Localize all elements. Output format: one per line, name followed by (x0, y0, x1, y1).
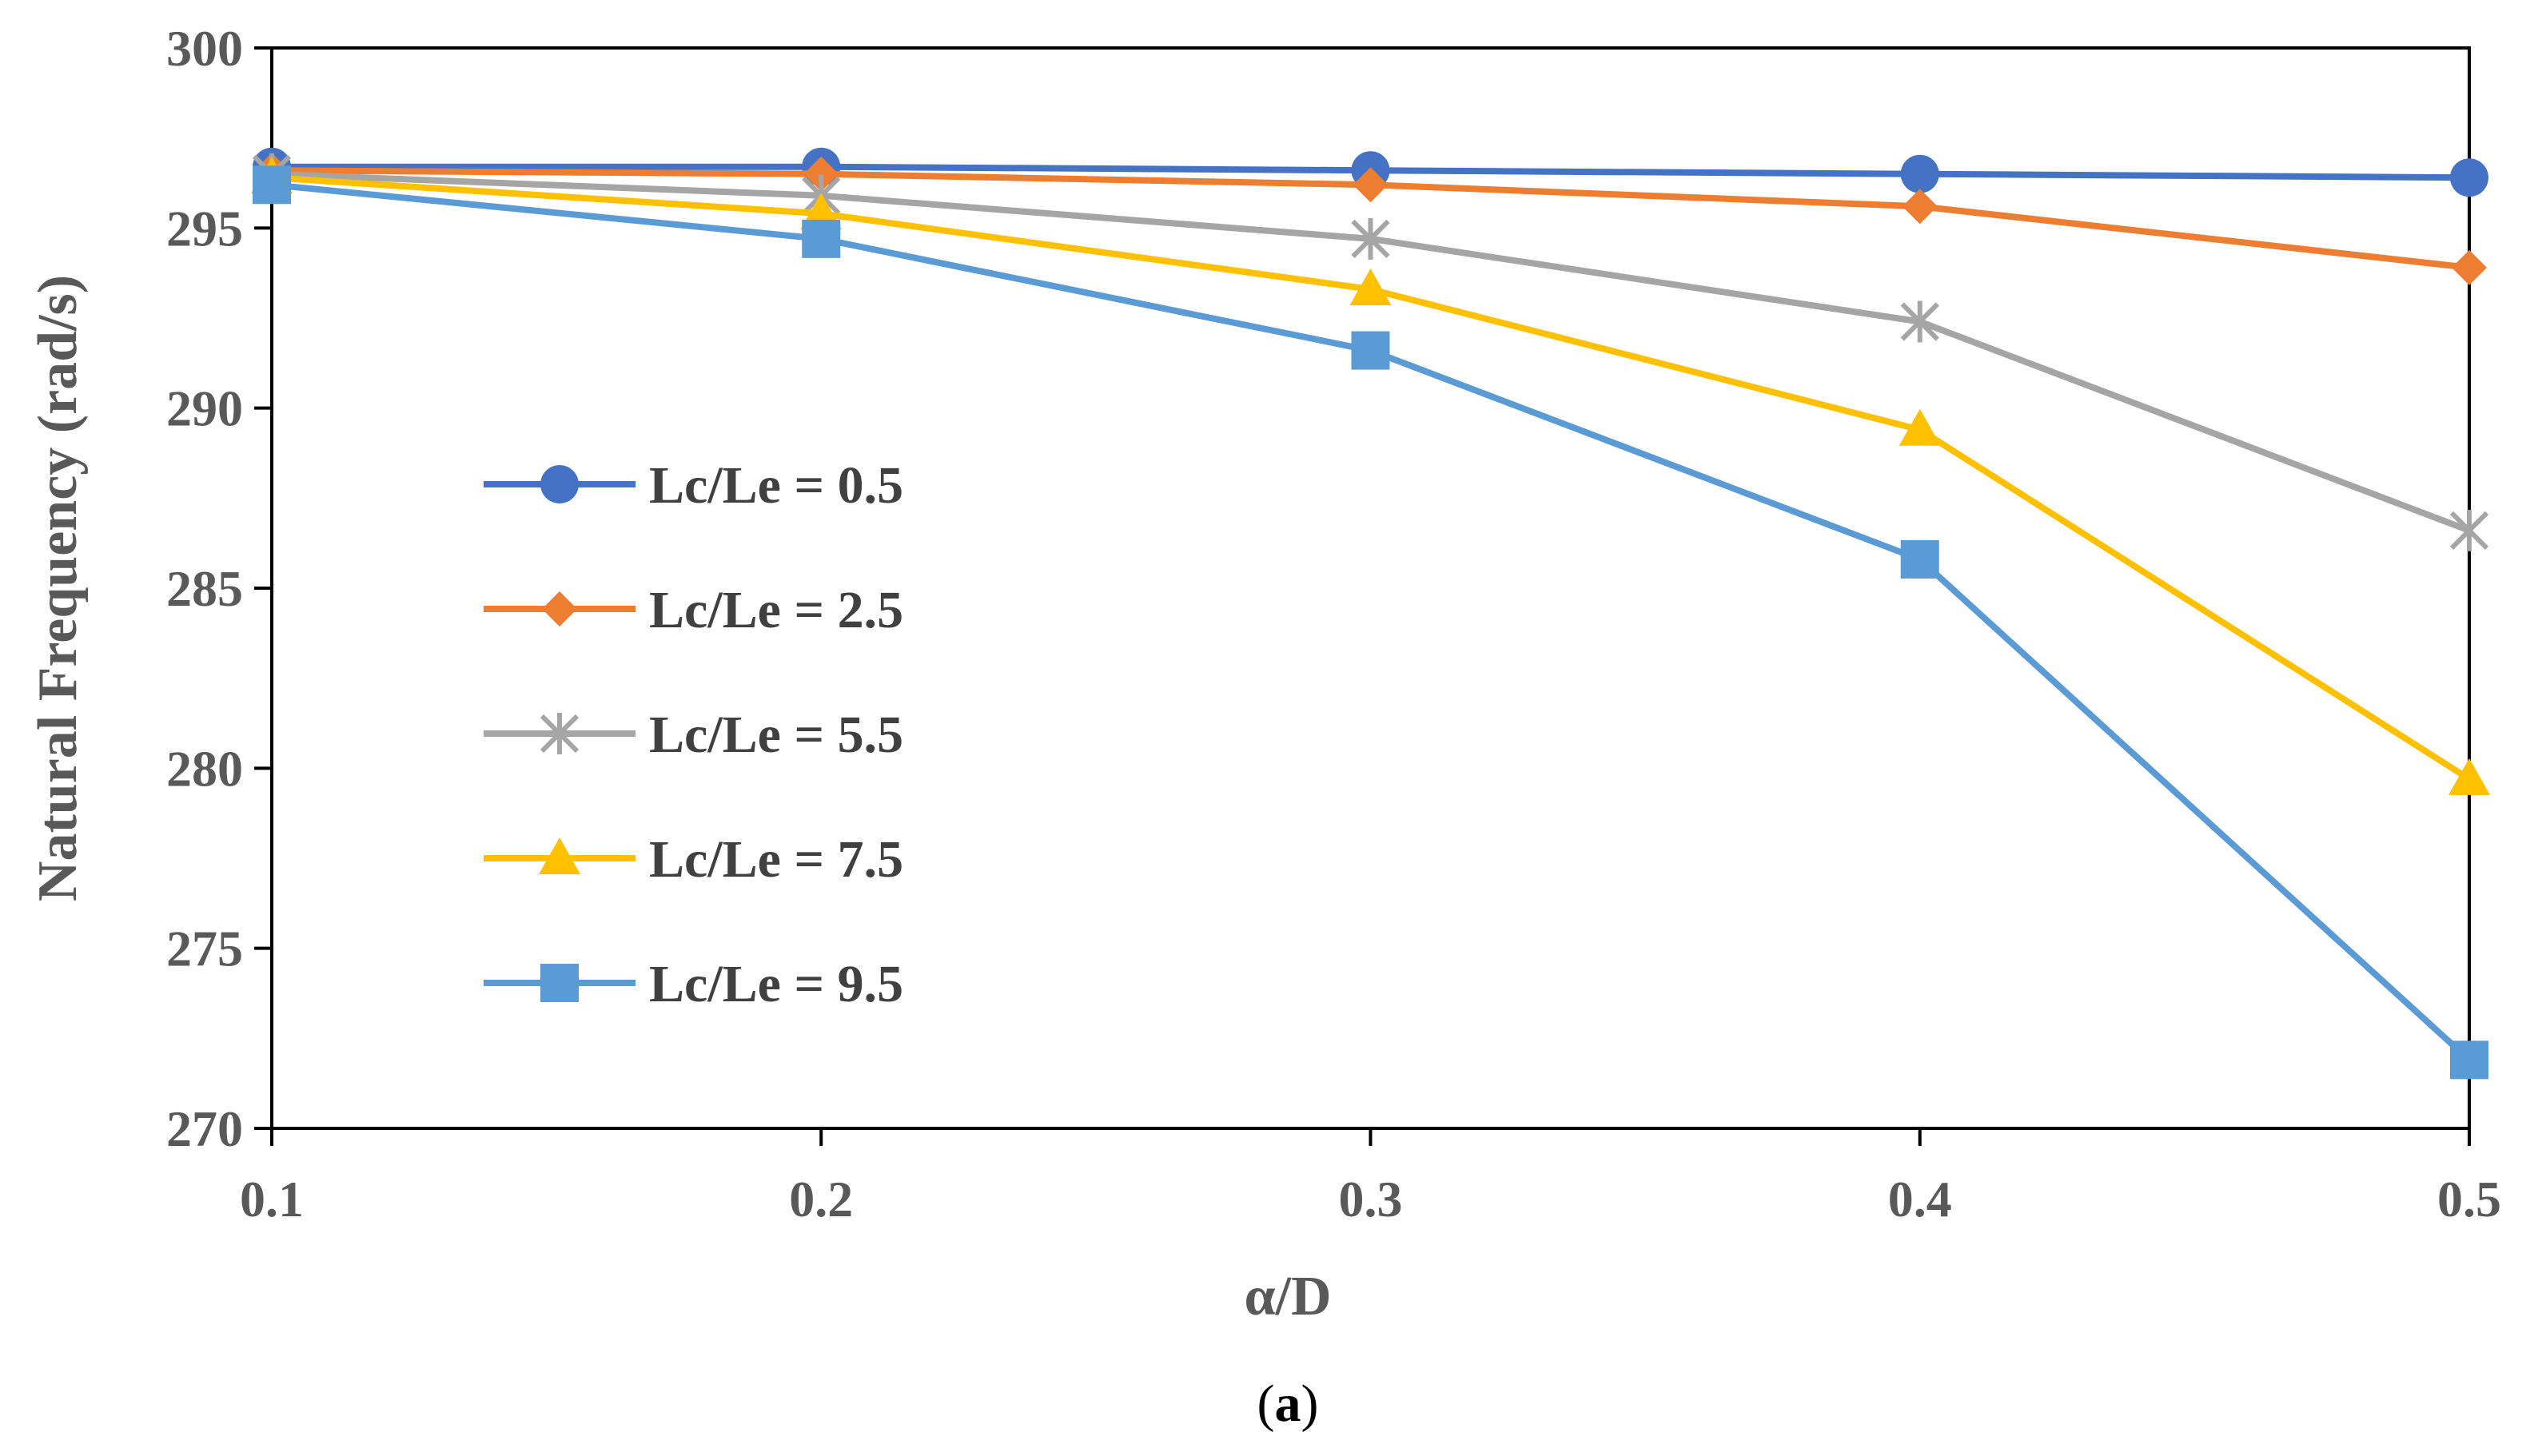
series-lc-le-95 (253, 165, 2488, 1080)
legend-label: Lc/Le = 0.5 (649, 456, 903, 515)
y-axis-ticks: 270 275 280 285 290 295 300 (166, 20, 272, 1157)
y-tick-label: 275 (166, 921, 243, 977)
figure-caption: (a) (1257, 1374, 1319, 1433)
caption-label: a (1275, 1374, 1301, 1433)
series-layer (251, 147, 2490, 1080)
data-point (1349, 268, 1392, 305)
legend-label: Lc/Le = 2.5 (649, 581, 903, 639)
y-tick-label: 290 (166, 380, 243, 437)
data-point (1900, 300, 1939, 343)
x-tick-label: 0.1 (240, 1171, 304, 1227)
data-point (2449, 509, 2489, 551)
data-point (253, 165, 291, 205)
data-point (2450, 1040, 2488, 1080)
x-axis-title: α/D (1244, 1266, 1331, 1327)
legend-marker (540, 964, 579, 1002)
legend-marker (540, 713, 580, 754)
legend-marker (540, 465, 579, 503)
data-point (2450, 158, 2488, 197)
data-point (1351, 217, 1390, 260)
data-point (1902, 189, 1938, 225)
legend-item: Lc/Le = 9.5 (484, 955, 903, 1013)
plot-area (270, 46, 2471, 1130)
legend-label: Lc/Le = 9.5 (649, 955, 903, 1013)
data-point (803, 156, 839, 192)
y-tick-label: 285 (166, 560, 243, 617)
y-tick-label: 280 (166, 740, 243, 797)
legend-item: Lc/Le = 2.5 (484, 581, 903, 639)
data-point (802, 219, 841, 258)
legend-item: Lc/Le = 7.5 (484, 830, 903, 889)
legend-item: Lc/Le = 0.5 (484, 456, 903, 515)
y-tick-label: 295 (166, 200, 243, 257)
legend-item: Lc/Le = 5.5 (484, 706, 903, 764)
y-tick-label: 300 (166, 20, 243, 77)
legend: Lc/Le = 0.5 Lc/Le = 2.5 Lc/Le = 5.5 Lc/Le =… (484, 456, 903, 1013)
caption-open-paren: ( (1257, 1374, 1275, 1433)
legend-label: Lc/Le = 7.5 (649, 830, 903, 889)
data-point (1351, 331, 1390, 370)
x-tick-label: 0.2 (789, 1171, 853, 1227)
data-point (2452, 249, 2487, 285)
data-point (1898, 408, 1941, 446)
caption-close-paren: ) (1301, 1374, 1319, 1433)
data-point (1900, 539, 1939, 579)
legend-marker (542, 591, 577, 627)
x-tick-label: 0.3 (1339, 1171, 1403, 1227)
data-point (2448, 758, 2490, 795)
x-axis-ticks: 0.1 0.2 0.3 0.4 0.5 (240, 1128, 2501, 1227)
data-point (1353, 167, 1389, 203)
y-tick-label: 270 (166, 1100, 243, 1157)
data-point (1900, 154, 1939, 193)
legend-marker (539, 837, 580, 874)
legend-label: Lc/Le = 5.5 (649, 706, 903, 764)
y-axis-title: Natural Frequency (rad/s) (27, 275, 89, 901)
x-tick-label: 0.5 (2437, 1171, 2501, 1227)
x-tick-label: 0.4 (1888, 1171, 1952, 1227)
